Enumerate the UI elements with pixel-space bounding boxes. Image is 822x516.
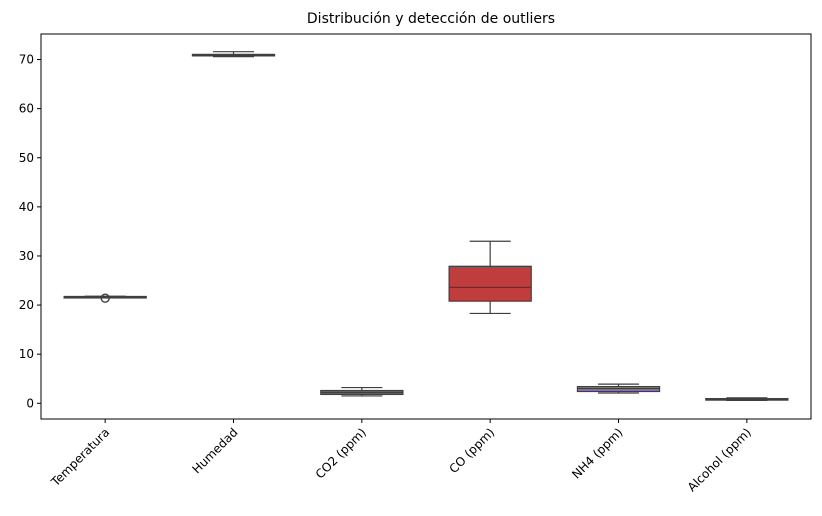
x-tick-label: Alcohol (ppm) [685, 425, 754, 494]
box-group [191, 51, 276, 58]
y-tick-label: 50 [19, 151, 34, 165]
x-tick-label: Temperatura [48, 425, 113, 490]
box-group [705, 397, 789, 401]
box-group [320, 386, 404, 397]
box-group [63, 293, 147, 303]
outlier-point [100, 293, 110, 303]
y-tick-label: 60 [19, 102, 34, 116]
y-tick-label: 40 [19, 200, 34, 214]
axes: 0 10 20 30 40 50 60 70 Temperatura Humedad CO2 (pp… [19, 53, 754, 495]
y-tick-label: 30 [19, 249, 34, 263]
box-group [448, 240, 532, 315]
plot-area [63, 51, 789, 401]
plot-frame [40, 33, 812, 420]
y-tick-label: 20 [19, 298, 34, 312]
x-tick-label: CO (ppm) [446, 425, 497, 476]
x-tick-label: Humedad [189, 425, 240, 476]
y-tick-label: 10 [19, 347, 34, 361]
y-tick-label: 0 [26, 396, 34, 410]
box-group [576, 383, 661, 394]
chart-title: Distribución y detección de outliers [307, 11, 555, 27]
x-tick-label: CO2 (ppm) [313, 425, 369, 481]
box-iqr [448, 265, 532, 302]
x-tick-label: NH4 (ppm) [569, 425, 625, 481]
y-tick-label: 70 [19, 53, 34, 67]
